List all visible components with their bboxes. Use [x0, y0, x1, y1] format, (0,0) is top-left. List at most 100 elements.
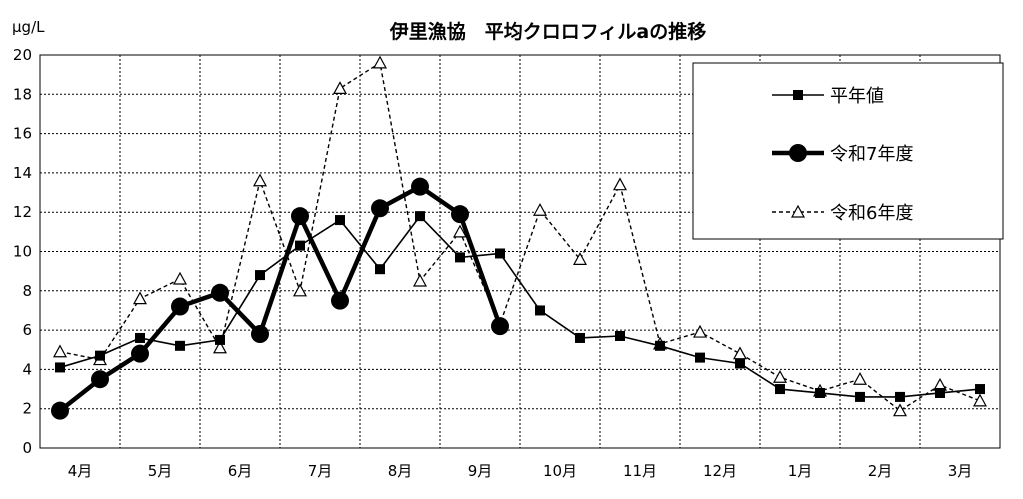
- x-tick-label: 8月: [388, 462, 413, 480]
- x-tick-label: 9月: [468, 462, 493, 480]
- x-tick-label: 7月: [308, 462, 333, 480]
- data-point: [51, 401, 69, 420]
- x-tick-label: 1月: [788, 462, 813, 480]
- legend-item: 令和7年度: [772, 144, 913, 165]
- data-point: [171, 297, 189, 316]
- data-point: [95, 350, 105, 361]
- plot-frame: [39, 54, 1001, 449]
- y-tick-label: 0: [22, 439, 32, 457]
- legend-label: 平年値: [830, 86, 884, 107]
- legend-item: 平年値: [772, 86, 884, 107]
- y-tick-label: 18: [13, 85, 32, 103]
- data-point: [532, 202, 548, 216]
- data-point: [455, 252, 465, 263]
- y-tick-label: 6: [22, 321, 32, 339]
- data-point: [491, 317, 509, 336]
- grid: [40, 55, 1000, 448]
- y-tick-label: 4: [22, 360, 32, 378]
- data-point: [775, 384, 785, 395]
- data-point: [695, 352, 705, 363]
- y-axis-unit: μg/L: [12, 18, 45, 36]
- legend-item: 令和6年度: [772, 203, 913, 224]
- data-point: [452, 224, 468, 238]
- legend-marker: [789, 144, 807, 162]
- data-point: [935, 387, 945, 398]
- series-group: [51, 55, 988, 420]
- data-point: [332, 81, 348, 95]
- x-tick-label: 11月: [623, 462, 657, 480]
- data-point: [291, 207, 309, 226]
- data-point: [215, 334, 225, 345]
- x-tick-label: 10月: [543, 462, 577, 480]
- data-point: [612, 177, 628, 191]
- data-point: [212, 340, 228, 354]
- y-tick-label: 2: [22, 400, 32, 418]
- data-point: [892, 403, 908, 417]
- x-tick-labels: 4月 5月 6月 7月 8月 9月 10月 11月 12月 1月 2月 3月: [68, 462, 973, 480]
- data-point: [255, 270, 265, 281]
- series-line: [59, 61, 981, 412]
- series-1: [51, 177, 509, 420]
- data-point: [412, 273, 428, 287]
- data-point: [735, 358, 745, 369]
- data-point: [852, 371, 868, 385]
- data-point: [52, 344, 68, 358]
- data-point: [451, 205, 469, 224]
- y-tick-label: 14: [13, 164, 32, 182]
- data-point: [575, 332, 585, 343]
- data-point: [335, 215, 345, 226]
- x-tick-label: 3月: [948, 462, 973, 480]
- data-point: [135, 332, 145, 343]
- data-point: [972, 393, 988, 407]
- chart-title: 伊里漁協 平均クロロフィルaの推移: [389, 20, 706, 43]
- data-point: [975, 384, 985, 395]
- x-tick-label: 4月: [68, 462, 93, 480]
- legend-marker: [793, 90, 803, 100]
- x-tick-label: 2月: [868, 462, 893, 480]
- series-0: [55, 211, 985, 402]
- data-point: [331, 291, 349, 310]
- data-point: [855, 391, 865, 402]
- data-point: [295, 240, 305, 251]
- y-tick-labels: 0 2 4 6 8 10 12 14 16 18 20: [13, 46, 32, 457]
- y-tick-label: 10: [13, 243, 32, 261]
- y-tick-label: 16: [13, 125, 32, 143]
- data-point: [132, 291, 148, 305]
- data-point: [211, 283, 229, 302]
- data-point: [572, 252, 588, 265]
- data-point: [91, 370, 109, 389]
- data-point: [375, 264, 385, 275]
- data-point: [772, 370, 788, 383]
- data-point: [292, 283, 308, 297]
- y-tick-label: 8: [22, 282, 32, 300]
- data-point: [615, 330, 625, 341]
- data-point: [415, 211, 425, 222]
- y-tick-label: 12: [13, 203, 32, 221]
- x-tick-label: 5月: [148, 462, 173, 480]
- data-point: [372, 55, 388, 69]
- y-tick-label: 20: [13, 46, 32, 64]
- legend-marker: [790, 204, 806, 218]
- series-line: [59, 214, 981, 398]
- x-tick-label: 6月: [228, 462, 253, 480]
- data-point: [411, 177, 429, 196]
- data-point: [732, 346, 748, 360]
- data-point: [175, 340, 185, 351]
- data-point: [495, 248, 505, 259]
- data-point: [172, 271, 188, 285]
- data-point: [895, 391, 905, 402]
- data-point: [815, 387, 825, 398]
- data-point: [131, 344, 149, 363]
- legend-box: [692, 62, 1004, 240]
- data-point: [535, 305, 545, 316]
- data-point: [55, 362, 65, 373]
- data-point: [655, 340, 665, 351]
- legend-label: 令和6年度: [830, 203, 913, 224]
- axes: [39, 54, 1001, 449]
- data-point: [252, 173, 268, 187]
- legend-label: 令和7年度: [830, 144, 913, 165]
- x-tick-label: 12月: [703, 462, 737, 480]
- data-point: [692, 324, 708, 338]
